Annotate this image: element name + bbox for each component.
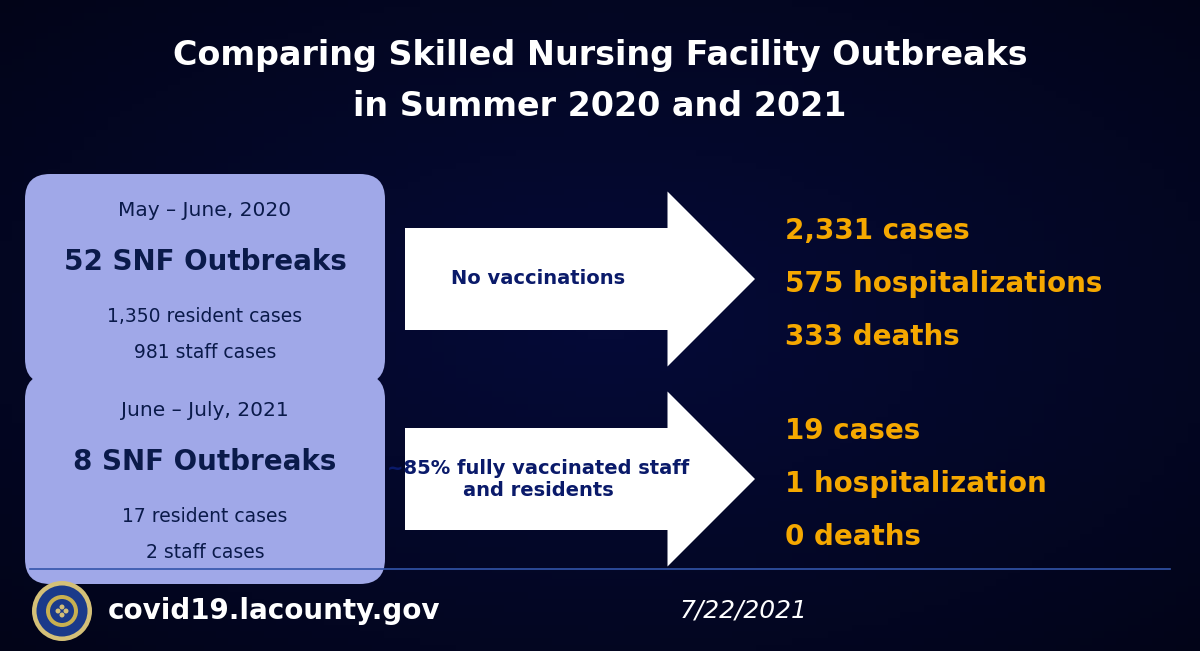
Circle shape — [32, 581, 92, 641]
Text: 19 cases: 19 cases — [785, 417, 920, 445]
Text: 2,331 cases: 2,331 cases — [785, 217, 970, 245]
Text: 52 SNF Outbreaks: 52 SNF Outbreaks — [64, 248, 347, 276]
Text: 333 deaths: 333 deaths — [785, 323, 960, 351]
Circle shape — [60, 613, 65, 618]
Circle shape — [46, 595, 78, 627]
Text: 17 resident cases: 17 resident cases — [122, 508, 288, 527]
Circle shape — [60, 605, 65, 609]
Text: ~85% fully vaccinated staff
and residents: ~85% fully vaccinated staff and resident… — [386, 458, 689, 499]
Text: June – July, 2021: June – July, 2021 — [121, 402, 289, 421]
FancyBboxPatch shape — [25, 174, 385, 384]
Circle shape — [36, 585, 88, 637]
Text: 7/22/2021: 7/22/2021 — [680, 599, 808, 623]
Polygon shape — [667, 391, 755, 566]
Polygon shape — [667, 191, 755, 367]
Circle shape — [50, 599, 74, 623]
Text: May – June, 2020: May – June, 2020 — [119, 202, 292, 221]
Text: 1 hospitalization: 1 hospitalization — [785, 470, 1046, 498]
Text: 8 SNF Outbreaks: 8 SNF Outbreaks — [73, 448, 337, 476]
Circle shape — [55, 609, 60, 613]
Text: 2 staff cases: 2 staff cases — [145, 542, 264, 562]
Text: 1,350 resident cases: 1,350 resident cases — [108, 307, 302, 327]
Circle shape — [64, 609, 68, 613]
Text: No vaccinations: No vaccinations — [451, 270, 625, 288]
FancyBboxPatch shape — [25, 374, 385, 584]
FancyBboxPatch shape — [406, 428, 667, 530]
Text: in Summer 2020 and 2021: in Summer 2020 and 2021 — [353, 89, 847, 122]
Text: Comparing Skilled Nursing Facility Outbreaks: Comparing Skilled Nursing Facility Outbr… — [173, 40, 1027, 72]
Text: 0 deaths: 0 deaths — [785, 523, 922, 551]
Text: 575 hospitalizations: 575 hospitalizations — [785, 270, 1103, 298]
FancyBboxPatch shape — [406, 229, 667, 330]
Text: covid19.lacounty.gov: covid19.lacounty.gov — [108, 597, 440, 625]
Text: 981 staff cases: 981 staff cases — [134, 342, 276, 361]
